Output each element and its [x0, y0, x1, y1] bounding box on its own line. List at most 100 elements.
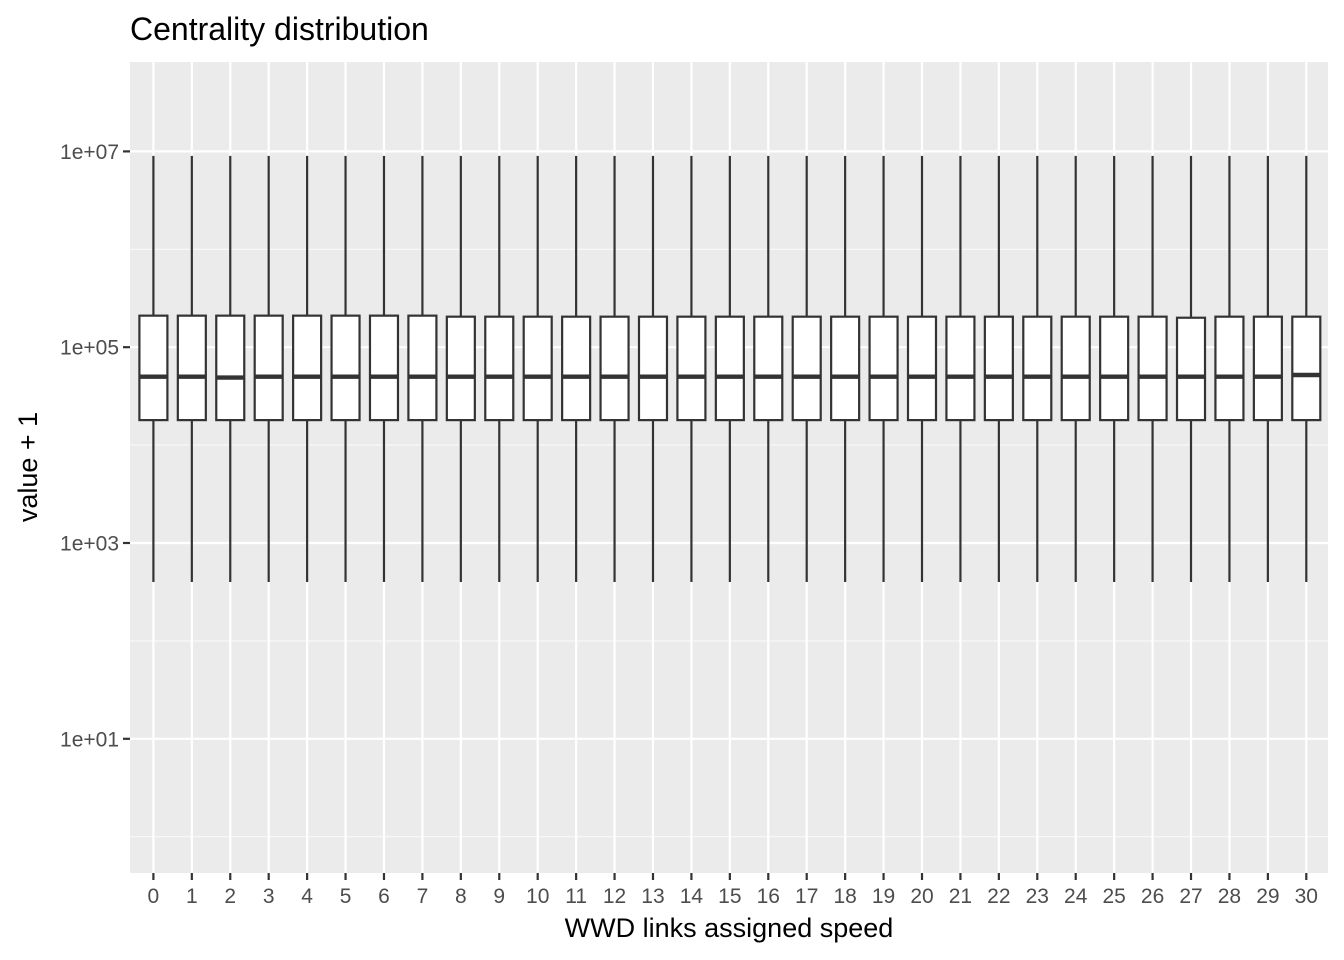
box-29 [1252, 155, 1283, 582]
x-tick-label: 4 [301, 885, 313, 908]
box-27 [1175, 155, 1207, 582]
x-tick-label: 23 [1026, 885, 1049, 908]
box-iqr [561, 315, 592, 422]
box-4 [292, 155, 323, 582]
box-iqr [292, 314, 323, 422]
box-0 [138, 155, 169, 582]
x-tick-label: 24 [1064, 885, 1088, 908]
x-tick-label: 21 [949, 885, 972, 908]
box-iqr [445, 315, 476, 422]
box-iqr [983, 315, 1014, 422]
box-iqr [176, 314, 207, 422]
x-tick-label: 1 [186, 885, 198, 908]
box-iqr [1214, 315, 1245, 422]
x-tick-label: 25 [1102, 885, 1125, 908]
box-17 [791, 155, 822, 582]
box-1 [176, 155, 207, 582]
box-13 [637, 155, 669, 582]
x-tick-label: 26 [1141, 885, 1164, 908]
x-axis-title: WWD links assigned speed [565, 913, 894, 943]
box-14 [676, 155, 707, 582]
box-iqr [1060, 315, 1091, 422]
y-tick-label: 1e+07 [60, 141, 119, 164]
y-axis: 1e+01 1e+03 1e+05 1e+07 [60, 141, 130, 751]
x-tick-label: 12 [603, 885, 626, 908]
box-10 [522, 155, 553, 582]
box-5 [330, 155, 361, 582]
box-25 [1099, 155, 1130, 582]
chart-title: Centrality distribution [130, 11, 429, 47]
box-iqr [484, 315, 515, 422]
box-19 [868, 155, 899, 582]
box-iqr [253, 314, 284, 422]
box-iqr [1022, 315, 1053, 422]
x-axis: 0 1 2 3 4 5 6 7 8 9 10 11 12 13 14 15 16 17 18 19 20 21 22 23 24… [148, 873, 1318, 908]
box-iqr [599, 315, 630, 422]
box-iqr [368, 314, 400, 422]
x-tick-label: 28 [1218, 885, 1241, 908]
box-iqr [1291, 315, 1322, 422]
box-iqr [1252, 315, 1283, 422]
box-7 [407, 155, 438, 582]
x-tick-label: 29 [1256, 885, 1279, 908]
box-26 [1137, 155, 1168, 582]
y-tick-label: 1e+03 [60, 533, 119, 556]
box-2 [215, 155, 246, 582]
y-tick-label: 1e+01 [60, 728, 119, 751]
x-tick-label: 20 [910, 885, 933, 908]
box-22 [983, 155, 1014, 582]
box-9 [484, 155, 515, 582]
box-18 [830, 155, 861, 582]
x-tick-label: 14 [680, 885, 704, 908]
box-iqr [945, 315, 976, 422]
box-23 [1022, 155, 1053, 582]
box-iqr [791, 315, 822, 422]
box-iqr [676, 315, 707, 422]
x-tick-label: 13 [641, 885, 664, 908]
x-tick-label: 19 [872, 885, 895, 908]
box-iqr [906, 315, 938, 422]
box-iqr [830, 315, 861, 422]
x-tick-label: 8 [455, 885, 467, 908]
x-tick-label: 30 [1295, 885, 1318, 908]
x-tick-label: 18 [833, 885, 856, 908]
box-8 [445, 155, 476, 582]
y-axis-title: value + 1 [13, 412, 43, 522]
x-tick-label: 22 [987, 885, 1010, 908]
box-20 [906, 155, 938, 582]
box-iqr [868, 315, 899, 422]
x-tick-label: 5 [340, 885, 352, 908]
x-tick-label: 17 [795, 885, 818, 908]
x-tick-label: 0 [148, 885, 160, 908]
box-15 [714, 155, 745, 582]
boxplot-series [138, 155, 1322, 582]
box-30 [1291, 155, 1322, 582]
box-iqr [407, 314, 438, 422]
x-tick-label: 9 [493, 885, 505, 908]
box-iqr [1137, 315, 1168, 422]
x-tick-label: 10 [526, 885, 549, 908]
box-iqr [330, 314, 361, 422]
x-tick-label: 3 [263, 885, 275, 908]
box-iqr [1175, 316, 1207, 422]
box-28 [1214, 155, 1245, 582]
box-iqr [215, 314, 246, 422]
box-12 [599, 155, 630, 582]
box-6 [368, 155, 400, 582]
x-tick-label: 7 [417, 885, 429, 908]
box-21 [945, 155, 976, 582]
box-iqr [753, 315, 784, 422]
x-tick-label: 16 [757, 885, 780, 908]
x-tick-label: 11 [565, 885, 587, 908]
box-11 [561, 155, 592, 582]
box-3 [253, 155, 284, 582]
box-iqr [714, 315, 745, 422]
box-24 [1060, 155, 1091, 582]
x-tick-label: 15 [718, 885, 741, 908]
x-tick-label: 6 [378, 885, 390, 908]
box-16 [753, 155, 784, 582]
y-tick-label: 1e+05 [60, 337, 119, 360]
box-iqr [637, 315, 669, 422]
x-tick-label: 2 [224, 885, 236, 908]
